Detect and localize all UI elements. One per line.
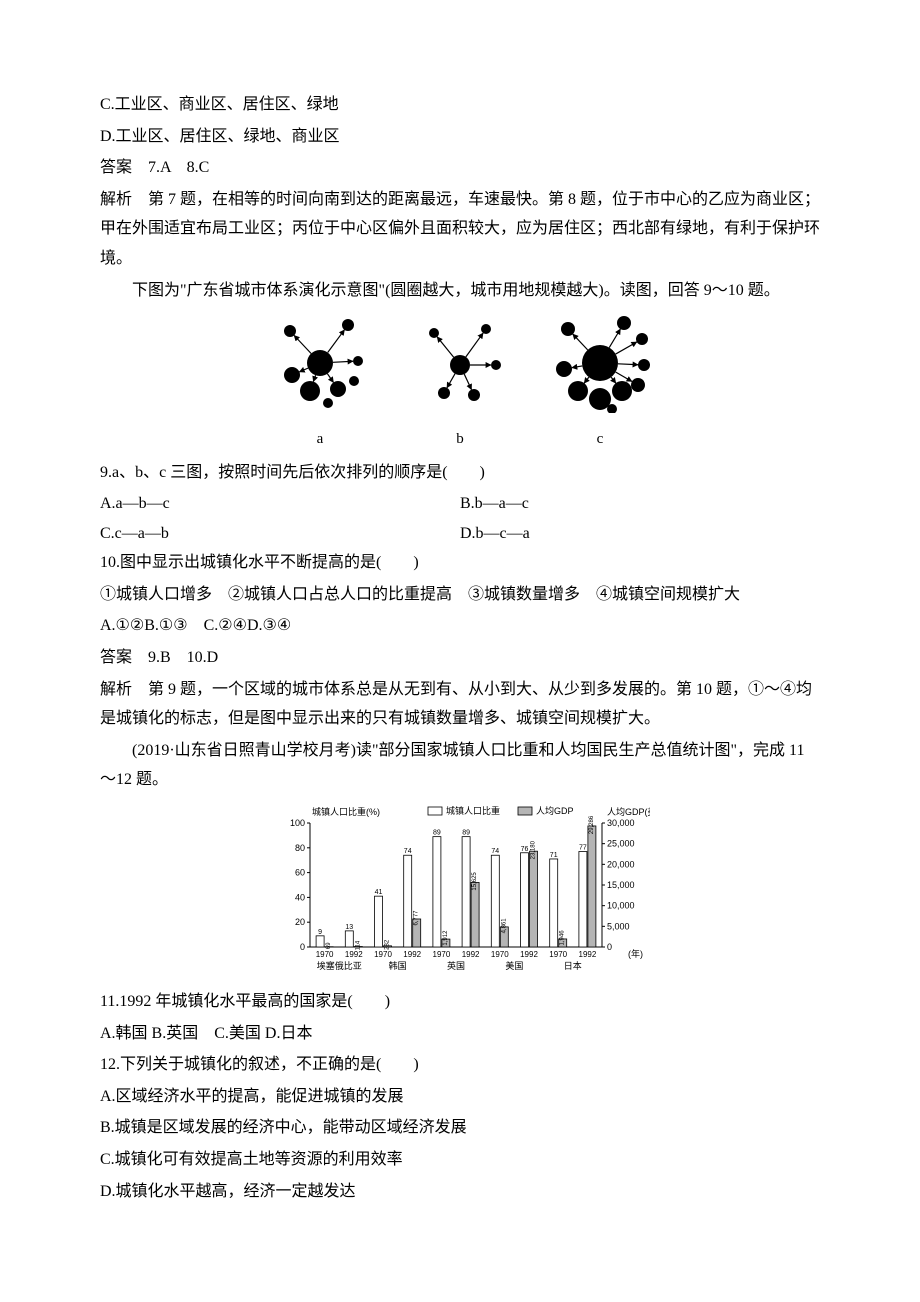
q12-option-c: C.城镇化可有效提高土地等资源的利用效率 bbox=[100, 1145, 820, 1175]
svg-text:埃塞俄比亚: 埃塞俄比亚 bbox=[317, 960, 362, 971]
svg-text:15,625: 15,625 bbox=[472, 872, 478, 891]
q9-option-a: A.a—b—c bbox=[100, 489, 460, 519]
svg-text:1970: 1970 bbox=[316, 950, 334, 959]
svg-text:80: 80 bbox=[295, 843, 305, 853]
figure-c-label: c bbox=[550, 426, 650, 454]
option-c: C.工业区、商业区、居住区、绿地 bbox=[100, 90, 820, 120]
question-9-options-row1: A.a—b—c B.b—a—c bbox=[100, 489, 820, 519]
svg-text:1992: 1992 bbox=[520, 950, 538, 959]
svg-text:人均GDP: 人均GDP bbox=[536, 805, 574, 816]
diagram-c-svg bbox=[550, 313, 650, 413]
svg-text:74: 74 bbox=[404, 848, 412, 855]
question-11: 11.1992 年城镇化水平最高的国家是( ) bbox=[100, 987, 820, 1017]
svg-text:1970: 1970 bbox=[433, 950, 451, 959]
svg-text:1992: 1992 bbox=[462, 950, 480, 959]
svg-text:40: 40 bbox=[295, 892, 305, 902]
svg-text:15,000: 15,000 bbox=[607, 880, 635, 890]
svg-text:71: 71 bbox=[550, 852, 558, 859]
option-d: D.工业区、居住区、绿地、商业区 bbox=[100, 122, 820, 152]
q12-option-a: A.区域经济水平的提高，能促进城镇的发展 bbox=[100, 1082, 820, 1112]
svg-text:1,946: 1,946 bbox=[560, 930, 566, 946]
question-10-options: A.①②B.①③ C.②④D.③④ bbox=[100, 611, 820, 641]
svg-text:城镇人口比重: 城镇人口比重 bbox=[446, 805, 500, 816]
figure-a: a bbox=[270, 313, 370, 453]
question-10: 10.图中显示出城镇化水平不断提高的是( ) bbox=[100, 548, 820, 578]
figure-c: c bbox=[550, 313, 650, 453]
figure-b-label: b bbox=[410, 426, 510, 454]
svg-text:41: 41 bbox=[375, 889, 383, 896]
svg-text:20,000: 20,000 bbox=[607, 859, 635, 869]
svg-text:89: 89 bbox=[433, 830, 441, 837]
svg-text:9: 9 bbox=[318, 929, 322, 936]
svg-text:人均GDP(美元): 人均GDP(美元) bbox=[607, 806, 650, 817]
figure-b: b bbox=[410, 313, 510, 453]
svg-text:4,861: 4,861 bbox=[501, 918, 507, 934]
q9-option-c: C.c—a—b bbox=[100, 519, 460, 549]
svg-text:114: 114 bbox=[355, 940, 361, 950]
svg-text:(年): (年) bbox=[628, 948, 643, 959]
svg-text:10,000: 10,000 bbox=[607, 901, 635, 911]
question-9: 9.a、b、c 三图，按照时间先后依次排列的顺序是( ) bbox=[100, 458, 820, 488]
svg-text:5,000: 5,000 bbox=[607, 921, 630, 931]
svg-text:6,777: 6,777 bbox=[414, 910, 420, 926]
svg-text:0: 0 bbox=[300, 942, 305, 952]
bar-chart: 0 20 40 60 80 100 0 5,000 10,000 15,000 20,000 25,0… bbox=[100, 801, 820, 981]
svg-text:77: 77 bbox=[579, 845, 587, 852]
svg-text:25,000: 25,000 bbox=[607, 839, 635, 849]
bar-chart-svg: 0 20 40 60 80 100 0 5,000 10,000 15,000 20,000 25,0… bbox=[270, 801, 650, 981]
svg-text:76: 76 bbox=[521, 846, 529, 853]
q12-option-d: D.城镇化水平越高，经济一定越发达 bbox=[100, 1177, 820, 1207]
intro-11-12: (2019·山东省日照青山学校月考)读"部分国家城镇人口比重和人均国民生产总值统… bbox=[100, 736, 820, 795]
question-9-options-row2: C.c—a—b D.b—c—a bbox=[100, 519, 820, 549]
svg-text:60: 60 bbox=[295, 868, 305, 878]
intro-9-10: 下图为"广东省城市体系演化示意图"(圆圈越大，城市用地规模越大)。读图，回答 9… bbox=[100, 276, 820, 306]
answer-7-8: 答案 7.A 8.C bbox=[100, 153, 820, 183]
svg-text:1,912: 1,912 bbox=[443, 930, 449, 946]
question-11-options: A.韩国 B.英国 C.美国 D.日本 bbox=[100, 1019, 820, 1049]
svg-text:英国: 英国 bbox=[447, 960, 465, 971]
svg-text:美国: 美国 bbox=[505, 960, 523, 971]
svg-text:23,180: 23,180 bbox=[531, 840, 537, 859]
explain-7-8: 解析 第 7 题，在相等的时间向南到达的距离最远，车速最快。第 8 题，位于市中… bbox=[100, 185, 820, 274]
svg-text:1992: 1992 bbox=[403, 950, 421, 959]
svg-text:日本: 日本 bbox=[564, 960, 582, 971]
q9-option-d: D.b—c—a bbox=[460, 519, 820, 549]
svg-text:20: 20 bbox=[295, 917, 305, 927]
figure-a-label: a bbox=[270, 426, 370, 454]
q9-option-b: B.b—a—c bbox=[460, 489, 820, 519]
svg-text:1970: 1970 bbox=[549, 950, 567, 959]
svg-text:69: 69 bbox=[326, 942, 332, 949]
svg-text:30,000: 30,000 bbox=[607, 818, 635, 828]
svg-text:100: 100 bbox=[290, 818, 305, 828]
svg-text:74: 74 bbox=[491, 848, 499, 855]
svg-text:89: 89 bbox=[462, 830, 470, 837]
svg-text:1992: 1992 bbox=[579, 950, 597, 959]
diagram-b-svg bbox=[410, 313, 510, 413]
svg-text:韩国: 韩国 bbox=[389, 960, 407, 971]
question-10-items: ①城镇人口增多 ②城镇人口占总人口的比重提高 ③城镇数量增多 ④城镇空间规模扩大 bbox=[100, 580, 820, 610]
explain-9-10: 解析 第 9 题，一个区域的城市体系总是从无到有、从小到大、从少到多发展的。第 … bbox=[100, 675, 820, 734]
q12-option-b: B.城镇是区域发展的经济中心，能带动区域经济发展 bbox=[100, 1113, 820, 1143]
diagram-a-svg bbox=[270, 313, 370, 413]
svg-text:城镇人口比重(%): 城镇人口比重(%) bbox=[312, 806, 380, 817]
svg-text:1970: 1970 bbox=[491, 950, 509, 959]
figure-abc: a b c bbox=[100, 313, 820, 453]
svg-text:1970: 1970 bbox=[374, 950, 392, 959]
question-12: 12.下列关于城镇化的叙述，不正确的是( ) bbox=[100, 1050, 820, 1080]
answer-9-10: 答案 9.B 10.D bbox=[100, 643, 820, 673]
svg-text:282: 282 bbox=[385, 939, 391, 950]
svg-text:13: 13 bbox=[345, 924, 353, 931]
svg-text:29,286: 29,286 bbox=[589, 815, 595, 834]
svg-text:0: 0 bbox=[607, 942, 612, 952]
svg-text:1992: 1992 bbox=[345, 950, 363, 959]
